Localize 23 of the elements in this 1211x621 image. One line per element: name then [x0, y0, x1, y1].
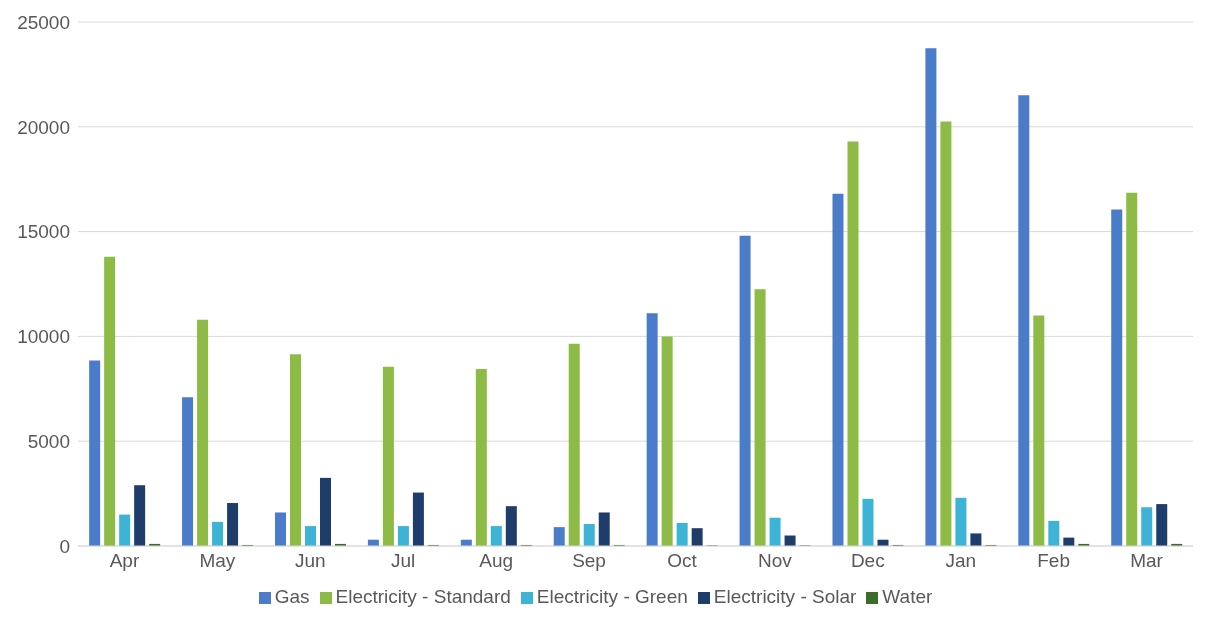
- y-tick-label: 15000: [17, 221, 70, 243]
- x-tick-label: Apr: [109, 550, 140, 572]
- x-tick-label: Aug: [479, 550, 514, 572]
- x-tick-label: Dec: [850, 550, 885, 572]
- x-tick-label: Mar: [1130, 550, 1164, 572]
- x-tick-label: Jan: [945, 550, 977, 572]
- legend-label: Gas: [274, 586, 310, 607]
- x-tick-label: Oct: [667, 550, 698, 572]
- x-tick-label: Jun: [294, 550, 326, 572]
- legend-label: Electricity - Solar: [713, 586, 857, 607]
- legend-label: Water: [882, 586, 933, 607]
- x-tick-label: May: [199, 550, 236, 572]
- x-tick-label: Jul: [391, 550, 416, 572]
- x-tick-label: Feb: [1037, 550, 1070, 572]
- x-tick-label: Nov: [757, 550, 793, 572]
- y-tick-label: 0: [59, 535, 70, 557]
- y-tick-label: 25000: [17, 11, 70, 33]
- legend-label: Electricity - Green: [536, 586, 688, 607]
- x-tick-label: Sep: [572, 550, 606, 572]
- y-tick-label: 20000: [17, 116, 70, 138]
- legend-label: Electricity - Standard: [335, 586, 511, 607]
- y-tick-label: 5000: [27, 430, 70, 452]
- y-tick-label: 10000: [17, 326, 70, 348]
